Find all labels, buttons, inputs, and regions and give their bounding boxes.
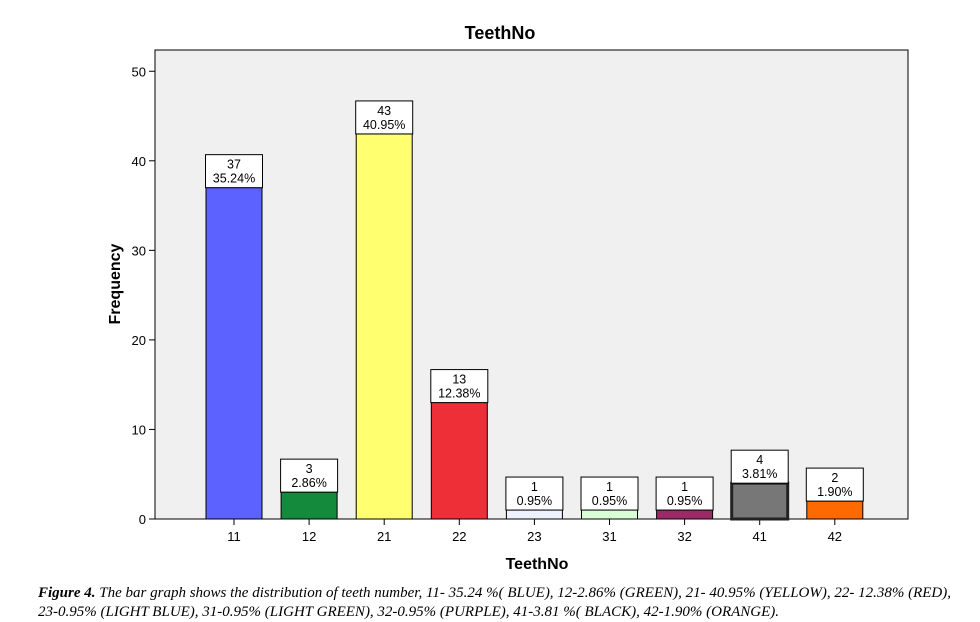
data-label-percent: 0.95% [517,494,552,508]
data-label-percent: 1.90% [817,485,852,499]
data-label-percent: 12.38% [438,387,480,401]
y-tick-label: 40 [132,154,146,169]
y-tick-label: 30 [132,243,146,258]
data-label-box [655,476,714,511]
bar-41 [730,481,790,521]
data-label-box [730,449,789,484]
bar-21 [355,133,413,520]
data-label-box [355,100,414,135]
x-tick-label: 32 [677,529,691,544]
data-label-count: 37 [227,158,241,172]
x-tick-label: 21 [377,529,391,544]
data-label-percent: 0.95% [592,494,627,508]
data-label-percent: 0.95% [667,494,702,508]
data-label-count: 43 [377,104,391,118]
data-label-count: 2 [831,471,838,485]
bars-group: 3735.24%32.86%4340.95%1312.38%10.95%10.9… [205,100,864,521]
data-label-box [580,476,639,511]
y-axis: 0 10 20 30 40 50 [132,64,155,527]
caption-lead: Figure 4. [38,585,96,601]
data-label-percent: 35.24% [213,172,255,186]
bar-42 [806,500,864,520]
x-tick-label: 23 [527,529,541,544]
data-label-box [505,476,564,511]
y-tick-label: 0 [139,512,146,527]
chart-title: TeethNo [465,23,536,43]
bar-32 [656,509,714,520]
y-axis-label: Frequency [107,243,124,324]
x-tick-label: 42 [828,529,842,544]
bar-12 [280,491,338,520]
y-tick-label: 10 [132,422,146,437]
data-label-percent: 3.81% [742,467,777,481]
plot-area [154,49,909,520]
x-axis: 11 12 21 22 23 31 32 41 42 [227,519,842,544]
bar-31 [581,509,638,520]
x-tick-label: 12 [302,529,316,544]
bar-22 [430,402,488,520]
data-label-count: 4 [756,453,763,467]
y-tick-label: 20 [132,333,146,348]
data-label-percent: 40.95% [363,118,405,132]
data-label-count: 3 [306,462,313,476]
data-label-box [205,154,263,189]
bar-23 [505,509,563,520]
data-label-count: 1 [606,480,613,494]
figure-caption: Figure 4. The bar graph shows the distri… [38,584,968,622]
x-tick-label: 22 [452,529,466,544]
x-tick-label: 11 [227,529,241,544]
data-label-count: 1 [531,480,538,494]
data-label-percent: 2.86% [291,476,326,490]
data-label-count: 1 [681,480,688,494]
bar-11 [205,187,263,520]
data-label-count: 13 [452,373,466,387]
x-tick-label: 31 [602,529,616,544]
data-label-box [805,467,864,502]
y-tick-label: 50 [132,64,146,79]
data-label-box [280,458,339,493]
data-label-box [430,369,489,404]
x-axis-label: TeethNo [506,556,569,573]
x-tick-label: 41 [752,529,766,544]
caption-text: The bar graph shows the distribution of … [38,585,951,620]
